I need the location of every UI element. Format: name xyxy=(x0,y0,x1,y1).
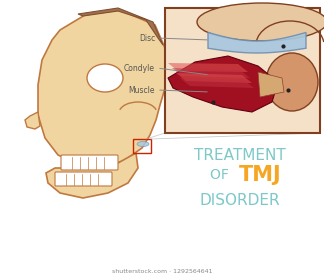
Polygon shape xyxy=(168,56,278,112)
Text: TREATMENT: TREATMENT xyxy=(194,148,286,163)
Polygon shape xyxy=(78,8,163,45)
Polygon shape xyxy=(172,68,250,78)
Ellipse shape xyxy=(197,3,324,41)
Polygon shape xyxy=(208,32,306,53)
Text: Muscle: Muscle xyxy=(129,85,155,95)
FancyBboxPatch shape xyxy=(61,155,118,170)
Polygon shape xyxy=(168,63,248,72)
Text: OF: OF xyxy=(210,168,234,182)
Bar xyxy=(165,8,320,133)
Polygon shape xyxy=(258,72,284,97)
Text: Condyle: Condyle xyxy=(124,64,155,73)
Bar xyxy=(133,139,151,153)
Ellipse shape xyxy=(266,53,318,111)
Text: Disc: Disc xyxy=(139,34,155,43)
Polygon shape xyxy=(38,10,168,168)
Ellipse shape xyxy=(137,141,149,146)
Polygon shape xyxy=(25,112,40,129)
Text: shutterstock.com · 1292564641: shutterstock.com · 1292564641 xyxy=(112,269,212,274)
Polygon shape xyxy=(180,78,254,88)
Polygon shape xyxy=(176,73,252,83)
FancyBboxPatch shape xyxy=(55,172,112,186)
Polygon shape xyxy=(46,153,138,198)
Text: TMJ: TMJ xyxy=(239,165,281,185)
Ellipse shape xyxy=(87,64,123,92)
Text: DISORDER: DISORDER xyxy=(200,193,280,208)
